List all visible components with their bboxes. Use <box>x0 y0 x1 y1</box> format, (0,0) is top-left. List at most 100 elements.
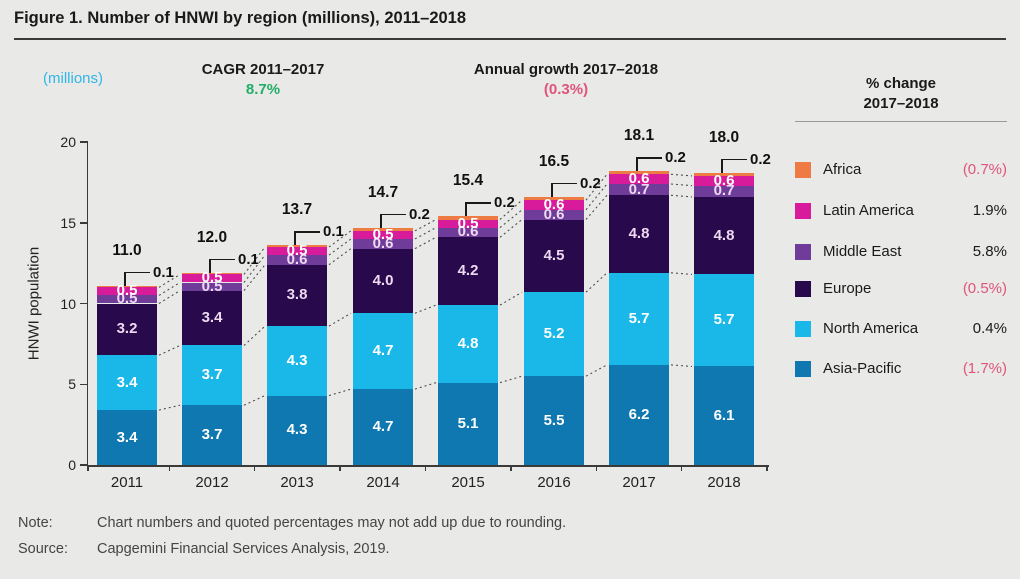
segment-asia-pacific-2015 <box>438 382 498 465</box>
x-tick-label-2013: 2013 <box>280 474 314 491</box>
segment-latin-america-2011 <box>97 287 157 296</box>
segment-europe-2017 <box>609 195 669 273</box>
total-value-2014: 14.7 <box>367 183 399 201</box>
connector-line <box>499 375 523 384</box>
segment-value-north-america-2015: 4.8 <box>457 334 479 352</box>
segment-africa-2011 <box>97 285 157 288</box>
callout-bracket-horizontal-2013 <box>294 231 320 233</box>
connector-line <box>585 364 608 377</box>
segment-middle-east-2017 <box>609 183 669 196</box>
connector-line <box>414 304 437 314</box>
segment-north-america-2018 <box>694 274 754 367</box>
segment-value-europe-2011: 3.2 <box>116 320 138 338</box>
segment-value-asia-pacific-2011: 3.4 <box>116 428 138 446</box>
segment-middle-east-2014 <box>353 238 413 249</box>
callout-value-africa-2012: 0.1 <box>238 250 259 268</box>
segment-value-europe-2015: 4.2 <box>457 262 479 280</box>
segment-asia-pacific-2013 <box>267 395 327 465</box>
segment-value-north-america-2016: 5.2 <box>543 325 565 343</box>
segment-value-europe-2016: 4.5 <box>543 246 565 264</box>
total-value-2016: 16.5 <box>538 152 570 170</box>
segment-north-america-2015 <box>438 305 498 383</box>
legend-value-middle-east: 5.8% <box>972 243 1007 260</box>
segment-north-america-2017 <box>609 272 669 365</box>
segment-value-north-america-2012: 3.7 <box>201 366 223 384</box>
x-axis-tick <box>680 465 683 471</box>
total-value-2011: 11.0 <box>112 241 142 259</box>
segment-value-north-america-2018: 5.7 <box>713 311 735 329</box>
segment-value-asia-pacific-2012: 3.7 <box>201 426 223 444</box>
segment-asia-pacific-2012 <box>182 405 242 465</box>
segment-value-north-america-2011: 3.4 <box>116 373 138 391</box>
callout-bracket-vertical-2012 <box>209 259 211 273</box>
callout-bracket-vertical-2011 <box>124 272 126 286</box>
y-axis-tick <box>80 302 88 305</box>
legend-value-latin-america: 1.9% <box>972 202 1007 219</box>
callout-bracket-vertical-2013 <box>294 232 296 246</box>
segment-value-europe-2017: 4.8 <box>628 225 650 243</box>
legend-swatch-europe <box>795 281 811 297</box>
segment-middle-east-2016 <box>524 209 584 220</box>
callout-bracket-horizontal-2014 <box>380 213 406 216</box>
connector-line <box>158 290 181 304</box>
x-tick-label-2012: 2012 <box>195 474 229 491</box>
callout-bracket-horizontal-2016 <box>551 182 577 185</box>
legend-swatch-asia-pacific <box>795 361 811 377</box>
legend-item-europe: Europe <box>823 280 872 297</box>
y-tick-label: 10 <box>60 295 76 312</box>
callout-bracket-vertical-2017 <box>636 158 638 172</box>
connector-line <box>414 236 437 250</box>
callout-bracket-vertical-2018 <box>721 159 723 173</box>
x-tick-label-2017: 2017 <box>622 474 656 491</box>
segment-value-middle-east-2015: 0.6 <box>457 223 479 241</box>
y-axis-title: HNWI population <box>25 246 43 361</box>
annual-growth-block: Annual growth 2017–2018 (0.3%) <box>436 60 696 100</box>
connector-line <box>670 183 693 187</box>
x-tick-label-2014: 2014 <box>366 474 400 491</box>
segment-value-europe-2014: 4.0 <box>372 271 394 289</box>
segment-europe-2011 <box>97 303 157 356</box>
segment-middle-east-2013 <box>267 255 327 265</box>
legend-header-line2: 2017–2018 <box>863 95 939 112</box>
segment-north-america-2012 <box>182 345 242 406</box>
annual-growth-label: Annual growth 2017–2018 <box>473 61 659 78</box>
segment-value-latin-america-2015: 0.5 <box>457 214 479 232</box>
x-tick-label-2015: 2015 <box>451 474 485 491</box>
segment-north-america-2016 <box>524 292 584 377</box>
x-tick-label-2011: 2011 <box>110 474 144 491</box>
connector-line <box>670 194 693 198</box>
x-tick-label-2018: 2018 <box>707 474 741 491</box>
connector-line <box>499 291 523 306</box>
x-tick-label-2016: 2016 <box>537 474 571 491</box>
segment-europe-2012 <box>182 290 242 346</box>
segment-asia-pacific-2014 <box>353 389 413 465</box>
legend-item-middle-east: Middle East <box>823 243 902 260</box>
segment-middle-east-2012 <box>182 282 242 291</box>
connector-line <box>243 395 266 406</box>
segment-value-asia-pacific-2014: 4.7 <box>372 418 394 436</box>
segment-africa-2018 <box>694 172 754 176</box>
segment-value-latin-america-2017: 0.6 <box>628 170 650 188</box>
segment-value-asia-pacific-2017: 6.2 <box>628 405 650 423</box>
segment-africa-2012 <box>182 272 242 275</box>
segment-value-latin-america-2014: 0.5 <box>372 225 394 243</box>
segment-value-europe-2013: 3.8 <box>286 286 308 304</box>
callout-value-africa-2013: 0.1 <box>323 223 344 241</box>
segment-africa-2015 <box>438 216 498 220</box>
segment-europe-2016 <box>524 219 584 293</box>
segment-europe-2014 <box>353 248 413 314</box>
connector-line <box>499 209 523 229</box>
legend-value-asia-pacific: (1.7%) <box>962 360 1007 377</box>
segment-value-north-america-2014: 4.7 <box>372 342 394 360</box>
annual-growth-value: (0.3%) <box>543 81 589 98</box>
x-axis-tick <box>424 465 427 471</box>
callout-value-africa-2016: 0.2 <box>580 174 601 192</box>
source-text: Capgemini Financial Services Analysis, 2… <box>97 541 390 557</box>
y-tick-label: 20 <box>60 134 76 150</box>
segment-value-north-america-2013: 4.3 <box>286 351 308 369</box>
segment-latin-america-2015 <box>438 219 498 228</box>
segment-value-north-america-2017: 5.7 <box>628 309 650 327</box>
segment-value-latin-america-2011: 0.5 <box>116 282 138 300</box>
segment-europe-2018 <box>694 196 754 275</box>
y-axis-line <box>86 142 88 467</box>
